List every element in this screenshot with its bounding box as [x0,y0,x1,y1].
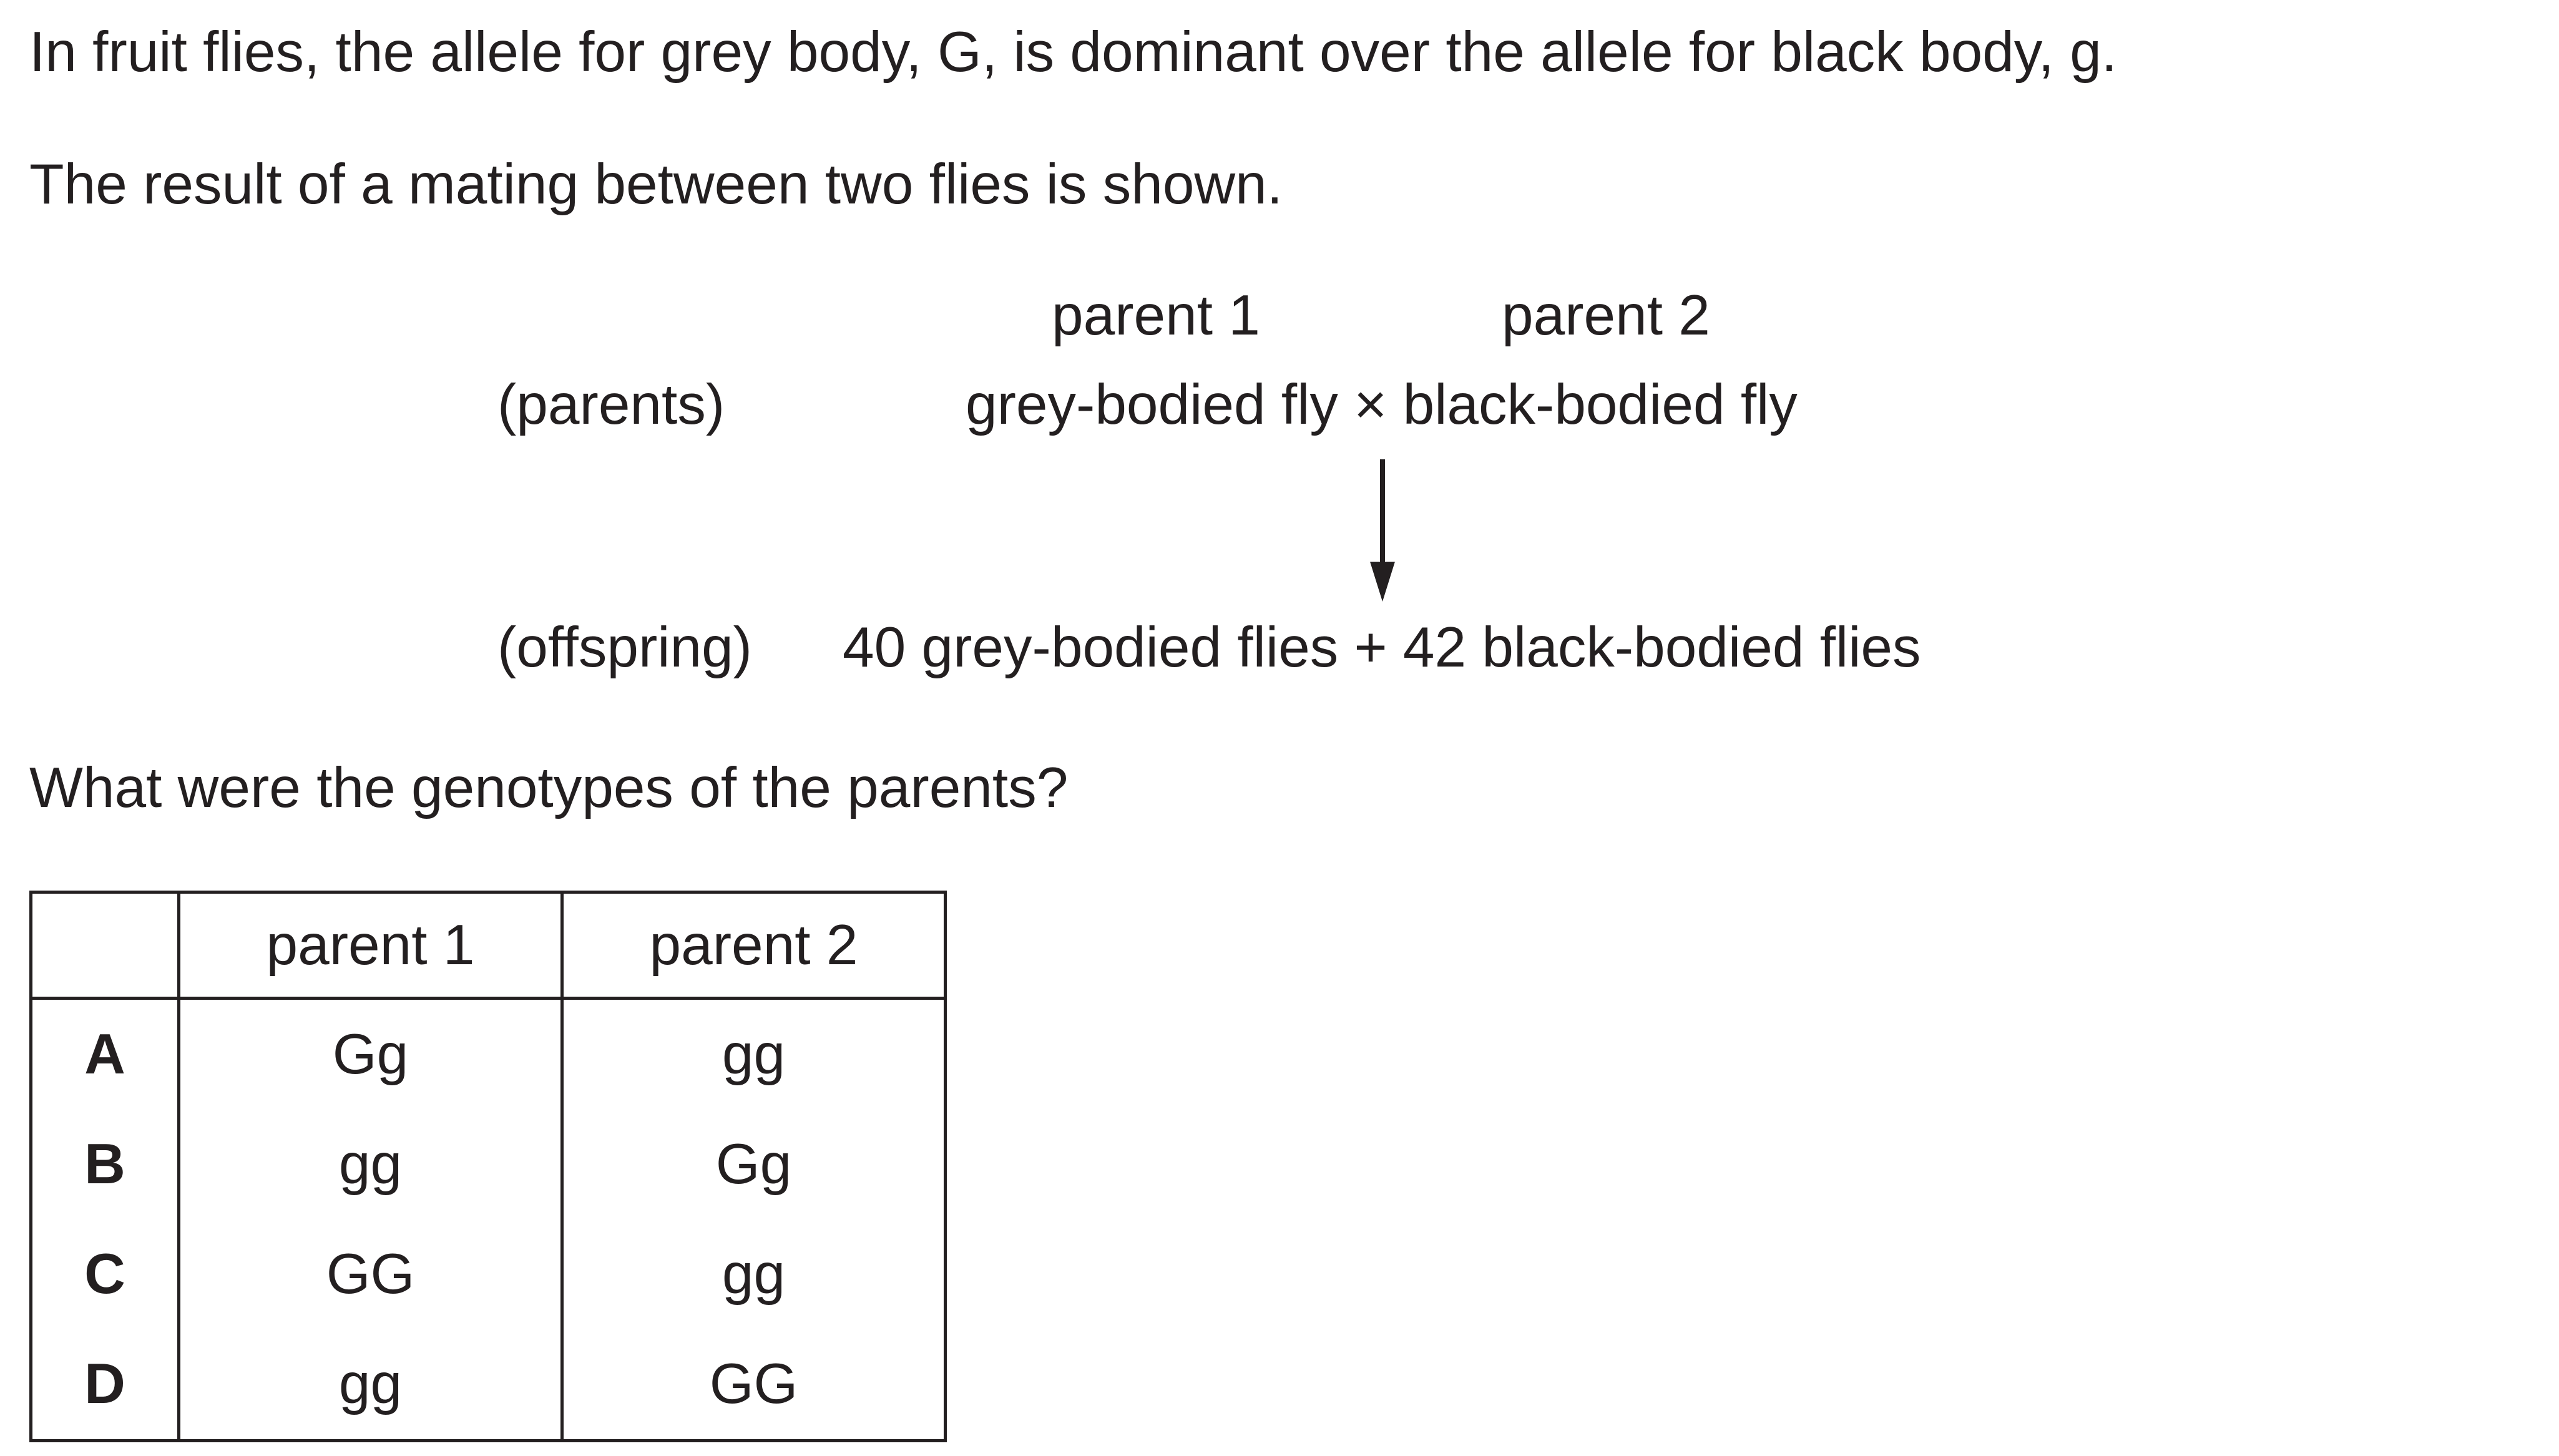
offspring-result: 40 grey-bodied flies + 42 black-bodied f… [843,616,1921,679]
parents-label: (parents) [497,373,725,436]
option-letter[interactable]: A [29,998,180,1110]
parent2-heading: parent 2 [1502,284,1710,347]
parent1-genotype: GG [177,1219,564,1329]
parent1-genotype: Gg [177,998,564,1110]
parent2-genotype: Gg [560,1110,947,1219]
option-letter[interactable]: D [29,1329,180,1442]
header-parent2: parent 2 [560,891,947,1000]
parents-cross: grey-bodied fly × black-bodied fly [966,373,1798,436]
table-row[interactable]: A Gg gg [29,998,947,1110]
parent1-genotype: gg [177,1110,564,1219]
table-row[interactable]: C GG gg [29,1219,947,1329]
parent2-genotype: GG [560,1329,947,1442]
option-letter[interactable]: B [29,1110,180,1219]
table-row[interactable]: D gg GG [29,1329,947,1442]
parent2-genotype: gg [560,1219,947,1329]
answer-table: parent 1 parent 2 A Gg gg B gg Gg C GG g… [29,891,947,1442]
table-header-row: parent 1 parent 2 [29,891,947,1000]
parent1-genotype: gg [177,1329,564,1442]
question-prompt: What were the genotypes of the parents? [29,756,1069,819]
parent1-heading: parent 1 [1052,284,1260,347]
offspring-label: (offspring) [497,616,752,679]
header-parent1: parent 1 [177,891,564,1000]
result-statement: The result of a mating between two flies… [29,153,1283,216]
header-blank [29,891,180,1000]
table-row[interactable]: B gg Gg [29,1110,947,1219]
question-intro: In fruit flies, the allele for grey body… [29,21,2118,84]
parent2-genotype: gg [560,998,947,1110]
option-letter[interactable]: C [29,1219,180,1329]
